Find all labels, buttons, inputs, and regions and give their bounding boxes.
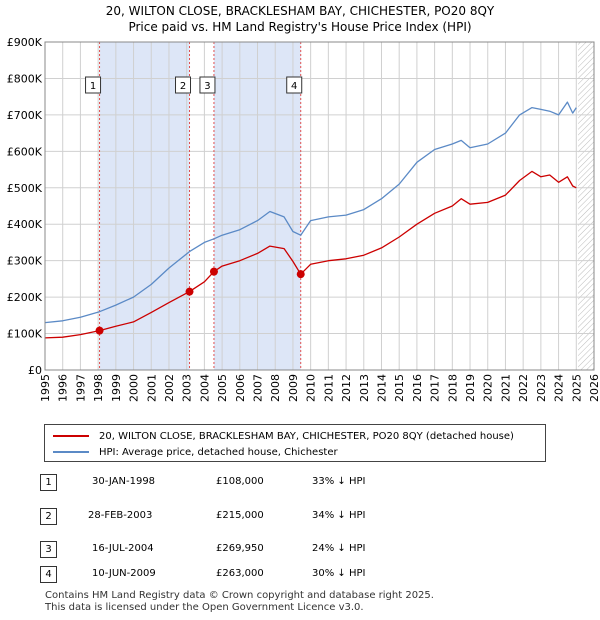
x-tick-label: 2018 xyxy=(446,374,459,402)
chart-title-line2: Price paid vs. HM Land Registry's House … xyxy=(128,20,472,34)
property-price-line xyxy=(44,170,577,339)
x-tick-label: 2004 xyxy=(198,374,211,402)
y-tick-label: £500K xyxy=(7,182,43,195)
x-tick-label: 2020 xyxy=(482,374,495,402)
sale-number-badge: 3 xyxy=(40,541,57,558)
sale-price: £215,000 xyxy=(216,510,264,521)
x-tick-label: 2009 xyxy=(287,374,300,402)
sale-price: £263,000 xyxy=(216,568,264,579)
sale-hpi-diff: 30% ↓ HPI xyxy=(312,568,366,579)
x-tick-label: 2015 xyxy=(393,374,406,402)
x-tick-label: 2010 xyxy=(305,374,318,402)
sale-number-box xyxy=(286,76,303,94)
sale-number-box xyxy=(199,76,216,94)
sale-hpi-diff: 34% ↓ HPI xyxy=(312,510,366,521)
x-tick-label: 1997 xyxy=(74,374,87,402)
forecast-hatch xyxy=(578,42,594,370)
sale-number-label: 4 xyxy=(291,81,297,92)
sale-point xyxy=(95,326,104,335)
x-tick-label: 2019 xyxy=(464,374,477,402)
y-tick-label: £400K xyxy=(7,218,43,231)
legend-label-property: 20, WILTON CLOSE, BRACKLESHAM BAY, CHICH… xyxy=(99,430,514,442)
x-tick-label: 2026 xyxy=(588,374,600,402)
y-tick-label: £200K xyxy=(7,291,43,304)
x-tick-label: 2005 xyxy=(216,374,229,402)
footer-copyright: Contains HM Land Registry data © Crown c… xyxy=(45,590,434,601)
sale-number-label: 2 xyxy=(180,81,186,92)
sale-number-label: 1 xyxy=(90,81,96,92)
sale-date: 30-JAN-1998 xyxy=(92,476,156,487)
x-tick-label: 1999 xyxy=(110,374,123,402)
y-tick-label: £700K xyxy=(7,109,43,122)
sale-hpi-diff: 33% ↓ HPI xyxy=(312,476,366,487)
x-tick-label: 2006 xyxy=(234,374,247,402)
y-tick-label: £300K xyxy=(7,255,43,268)
x-tick-label: 2023 xyxy=(535,374,548,402)
sale-number-box xyxy=(175,76,192,94)
chart-title-line1: 20, WILTON CLOSE, BRACKLESHAM BAY, CHICH… xyxy=(105,4,495,18)
y-tick-label: £100K xyxy=(7,328,43,341)
legend-swatch-property xyxy=(53,435,89,437)
x-tick-label: 2021 xyxy=(499,374,512,402)
x-tick-label: 2022 xyxy=(517,374,530,402)
legend-item-property: 20, WILTON CLOSE, BRACKLESHAM BAY, CHICH… xyxy=(53,428,514,444)
sale-point xyxy=(296,270,305,279)
y-tick-label: £600K xyxy=(7,145,43,158)
hpi-line xyxy=(44,101,577,324)
x-tick-label: 2003 xyxy=(181,374,194,402)
x-tick-label: 2008 xyxy=(269,374,282,402)
x-tick-label: 1995 xyxy=(39,374,52,402)
sale-point xyxy=(185,287,194,296)
x-tick-label: 1996 xyxy=(57,374,70,402)
sale-number-badge: 1 xyxy=(40,474,57,491)
sale-number-badge: 2 xyxy=(40,508,57,525)
legend: 20, WILTON CLOSE, BRACKLESHAM BAY, CHICH… xyxy=(44,424,546,462)
x-tick-label: 1998 xyxy=(92,374,105,402)
x-tick-label: 2011 xyxy=(322,374,335,402)
legend-label-hpi: HPI: Average price, detached house, Chic… xyxy=(99,446,338,458)
x-tick-label: 2017 xyxy=(429,374,442,402)
legend-item-hpi: HPI: Average price, detached house, Chic… xyxy=(53,444,338,460)
legend-swatch-hpi xyxy=(53,451,89,453)
y-tick-label: £0 xyxy=(28,364,42,377)
sale-number-box xyxy=(85,76,102,94)
sale-number-label: 3 xyxy=(204,81,210,92)
x-tick-label: 2016 xyxy=(411,374,424,402)
footer-licence: This data is licensed under the Open Gov… xyxy=(45,602,364,613)
sale-point xyxy=(209,267,218,276)
price-chart: 1 2 3 4 £0 £100K £200K £300K £400K £500K £600K £700… xyxy=(7,36,600,402)
x-tick-label: 2024 xyxy=(553,374,566,402)
x-tick-label: 2002 xyxy=(163,374,176,402)
sale-hpi-diff: 24% ↓ HPI xyxy=(312,543,366,554)
x-tick-label: 2014 xyxy=(375,374,388,402)
sale-price: £269,950 xyxy=(216,543,264,554)
sale-price: £108,000 xyxy=(216,476,264,487)
sale-date: 28-FEB-2003 xyxy=(88,510,153,521)
x-tick-label: 2007 xyxy=(252,374,265,402)
x-tick-label: 2012 xyxy=(340,374,353,402)
x-tick-label: 2013 xyxy=(358,374,371,402)
x-tick-label: 2025 xyxy=(570,374,583,402)
x-tick-label: 2000 xyxy=(128,374,141,402)
sale-date: 16-JUL-2004 xyxy=(92,543,154,554)
x-tick-label: 2001 xyxy=(145,374,158,402)
plot-border xyxy=(44,41,595,371)
sale-date: 10-JUN-2009 xyxy=(92,568,156,579)
y-tick-label: £900K xyxy=(7,36,43,49)
sale-number-badge: 4 xyxy=(40,566,57,583)
y-tick-label: £800K xyxy=(7,72,43,85)
